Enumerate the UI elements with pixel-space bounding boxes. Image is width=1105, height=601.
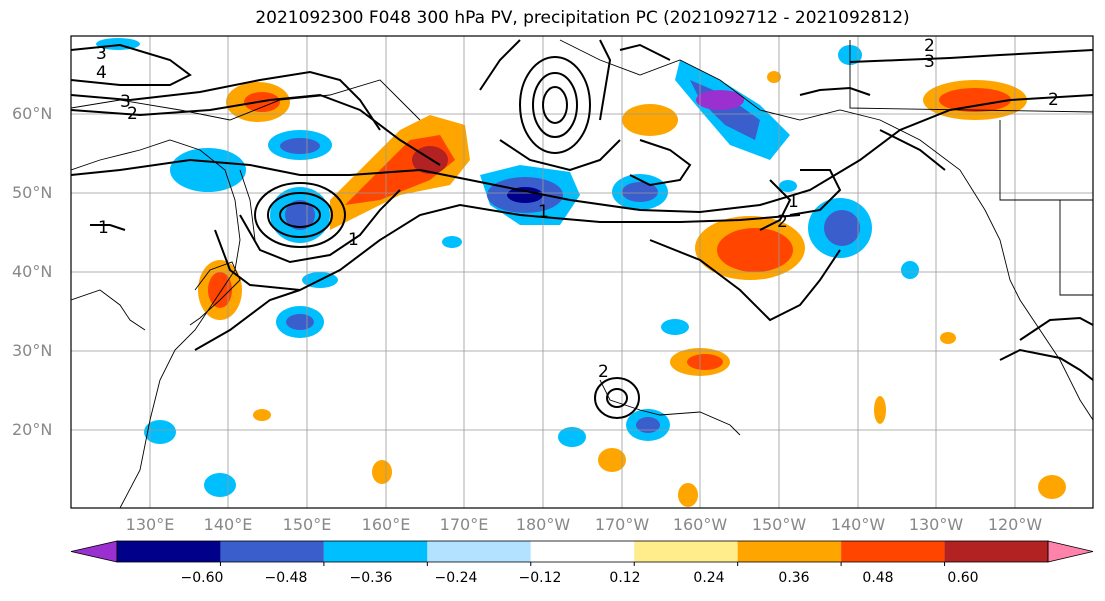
lon-label: 160°W (672, 515, 728, 534)
contour-label: 2 (777, 212, 788, 232)
contour-label: 2 (598, 362, 609, 382)
contour-label: 1 (98, 218, 109, 238)
lon-label: 140°E (203, 515, 253, 534)
pv-contours (71, 39, 1093, 419)
colorbar-tick-label: −0.24 (434, 570, 478, 586)
colorbar-extend-low (70, 540, 118, 563)
colorbar-tick-label: 0.48 (862, 570, 894, 586)
contour-label: 2 (1048, 90, 1059, 110)
plot-title: 2021092300 F048 300 hPa PV, precipitatio… (255, 8, 910, 28)
colorbar-tick-label: −0.12 (518, 570, 562, 586)
lon-label: 160°E (361, 515, 411, 534)
lat-label: 60°N (12, 104, 53, 123)
colorbar-tick-label: 0.60 (947, 570, 979, 586)
colorbar-box (841, 541, 945, 562)
lon-label: 170°E (439, 515, 489, 534)
contour-label: 3 (924, 52, 935, 72)
colorbar-tick-label: −0.36 (349, 570, 393, 586)
lat-label: 50°N (12, 183, 53, 202)
lon-label: 120°W (987, 515, 1043, 534)
lon-label: 150°W (751, 515, 807, 534)
map-frame (70, 35, 1094, 509)
lon-label: 150°E (282, 515, 332, 534)
colorbar-outline (116, 540, 1049, 563)
colorbar-tick-label: −0.48 (264, 570, 308, 586)
colorbar-box (634, 541, 738, 562)
contour-label: 2 (924, 36, 935, 56)
colorbar-box (737, 541, 842, 562)
colorbar-box (427, 541, 531, 562)
lat-label: 20°N (12, 420, 53, 439)
lon-label: 140°W (830, 515, 886, 534)
colorbar-tick-label: −0.60 (180, 570, 224, 586)
contour-label: 3 (96, 44, 107, 64)
lat-label: 40°N (12, 262, 53, 281)
colorbar-box (530, 541, 635, 562)
contour-label: 1 (788, 192, 799, 212)
contour-label: 3 (120, 92, 131, 112)
colorbar-extend-high (1047, 540, 1094, 563)
graticule (71, 36, 1093, 508)
contour-label: 1 (538, 202, 549, 222)
lat-label: 30°N (12, 341, 53, 360)
lon-label: 130°E (125, 515, 175, 534)
colorbar-box (323, 541, 428, 562)
colorbar-tick-label: 0.24 (693, 570, 725, 586)
contour-label: 4 (96, 63, 107, 83)
lon-label: 170°W (594, 515, 650, 534)
lon-label: 130°W (908, 515, 964, 534)
colorbar-box (117, 541, 221, 562)
colorbar-tick-label: 0.12 (609, 570, 641, 586)
contour-label: 1 (348, 230, 359, 250)
colorbar-box (944, 541, 1048, 562)
contour-label: 2 (127, 104, 138, 124)
lon-label: 180°W (515, 515, 571, 534)
colorbar-tick-label: 0.36 (778, 570, 810, 586)
colorbar (70, 540, 1094, 566)
colorbar-box (220, 541, 324, 562)
